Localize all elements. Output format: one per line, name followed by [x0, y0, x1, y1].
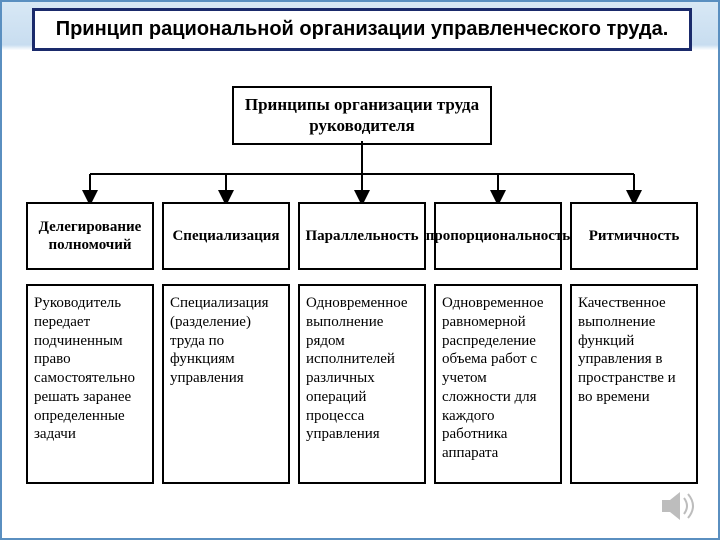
column-2: Специализация Специализация (разделение)… — [162, 202, 290, 484]
column-1: Делегирование полномочий Руководитель пе… — [26, 202, 154, 484]
node-desc-1: Руководитель передает подчиненным право … — [26, 284, 154, 484]
column-4: пропорциональность Одновременное равноме… — [434, 202, 562, 484]
node-title-4: пропорциональность — [434, 202, 562, 270]
node-title-1: Делегирование полномочий — [26, 202, 154, 270]
speaker-icon[interactable] — [660, 488, 700, 524]
root-node: Принципы организации труда руководителя — [232, 86, 492, 145]
column-5: Ритмичность Качественное выполнение функ… — [570, 202, 698, 484]
node-desc-5: Качественное выполнение функций управлен… — [570, 284, 698, 484]
node-desc-2: Специализация (разделение) труда по функ… — [162, 284, 290, 484]
node-desc-3: Одновременное выполнение рядом исполните… — [298, 284, 426, 484]
slide-title: Принцип рациональной организации управле… — [32, 8, 692, 51]
column-3: Параллельность Одновременное выполнение … — [298, 202, 426, 484]
node-title-2: Специализация — [162, 202, 290, 270]
node-title-3: Параллельность — [298, 202, 426, 270]
diagram-area: Принципы организации труда руководителя … — [22, 86, 702, 526]
slide-frame: Принцип рациональной организации управле… — [0, 0, 720, 540]
node-desc-4: Одновременное равномерной распределение … — [434, 284, 562, 484]
node-title-5: Ритмичность — [570, 202, 698, 270]
